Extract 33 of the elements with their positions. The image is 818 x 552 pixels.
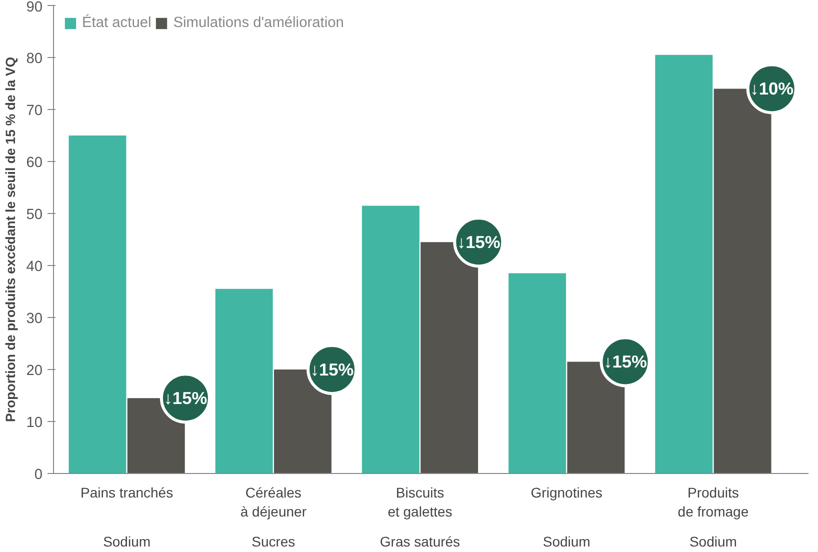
text: Sodium bbox=[103, 534, 151, 550]
y-tick-label: 30 bbox=[26, 311, 43, 327]
annotation: ↓15% bbox=[310, 360, 354, 380]
bar bbox=[508, 273, 566, 474]
y-tick-label: 90 bbox=[26, 0, 43, 16]
annotation: ↓15% bbox=[456, 232, 500, 252]
x-tick-label: Grignotines bbox=[530, 484, 602, 500]
legend-label: État actuel bbox=[82, 15, 152, 31]
text: Sucres bbox=[252, 534, 296, 550]
y-tick-label: 40 bbox=[26, 259, 43, 275]
x-tick-label: Biscuits et galettes bbox=[388, 484, 452, 520]
y-tick-label: 80 bbox=[26, 51, 43, 67]
x-tick-label: Pains tranchés bbox=[80, 484, 174, 500]
legend-label: Simulations d'amélioration bbox=[173, 15, 344, 31]
y-tick-label: 0 bbox=[34, 467, 43, 483]
bar bbox=[68, 136, 126, 474]
annotation: ↓10% bbox=[750, 78, 794, 99]
bar bbox=[362, 206, 420, 474]
y-axis-title: Proportion de produits excédant le seuil de 15 % de la VQ bbox=[3, 56, 18, 422]
x-tick-label: Céréales à déjeuner bbox=[240, 484, 307, 520]
x-tick-label: Produits de fromage bbox=[678, 484, 749, 520]
annotation: ↓15% bbox=[164, 388, 208, 408]
y-tick-label: 50 bbox=[26, 207, 43, 223]
annotation: ↓15% bbox=[604, 352, 647, 372]
bar bbox=[655, 54, 713, 474]
y-tick-label: 20 bbox=[26, 363, 43, 379]
y-tick-label: 10 bbox=[26, 415, 43, 431]
text: Sodium bbox=[689, 534, 737, 550]
y-tick-label: 60 bbox=[26, 155, 43, 171]
text: Gras saturés bbox=[380, 534, 460, 550]
y-tick-label: 70 bbox=[26, 103, 43, 119]
text: Sodium bbox=[542, 534, 590, 550]
bar bbox=[215, 288, 273, 474]
